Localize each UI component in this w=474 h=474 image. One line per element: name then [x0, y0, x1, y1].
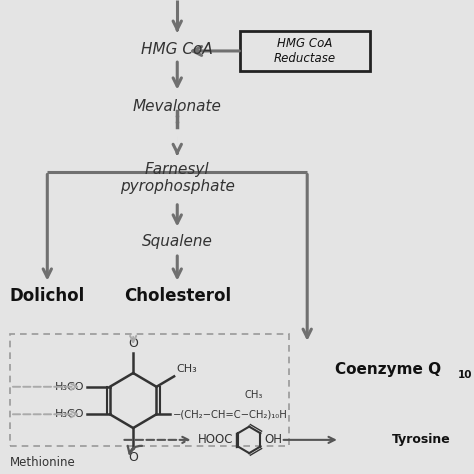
Text: Methionine: Methionine — [10, 456, 76, 469]
Text: Dolichol: Dolichol — [9, 287, 85, 305]
Text: Farnesyl
pyrophosphate: Farnesyl pyrophosphate — [120, 162, 235, 194]
Text: H₃CO: H₃CO — [55, 382, 84, 392]
Text: CH₃: CH₃ — [245, 390, 263, 400]
Text: Tyrosine: Tyrosine — [392, 433, 451, 447]
Text: 10: 10 — [458, 370, 473, 381]
Text: CH₃: CH₃ — [176, 365, 197, 374]
Text: O: O — [128, 337, 138, 350]
Text: Squalene: Squalene — [142, 234, 213, 249]
Text: HMG CoA: HMG CoA — [141, 42, 213, 57]
Text: HMG CoA
Reductase: HMG CoA Reductase — [274, 37, 336, 65]
Text: Cholesterol: Cholesterol — [124, 287, 231, 305]
Text: Mevalonate: Mevalonate — [133, 99, 222, 114]
Bar — [10, 334, 289, 446]
Text: OH: OH — [264, 433, 283, 447]
Text: HOOC: HOOC — [198, 433, 234, 447]
Text: H₃CO: H₃CO — [55, 409, 84, 419]
Text: Coenzyme Q: Coenzyme Q — [335, 362, 441, 377]
Text: −(CH₂−CH=C−CH₂)₁₀H: −(CH₂−CH=C−CH₂)₁₀H — [173, 409, 287, 419]
Text: O: O — [128, 451, 138, 464]
FancyBboxPatch shape — [240, 31, 370, 71]
